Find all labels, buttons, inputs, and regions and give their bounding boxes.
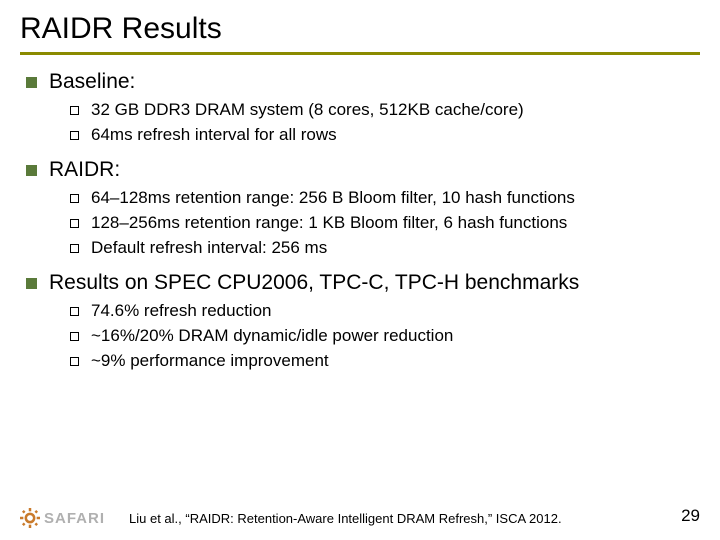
page-number: 29: [681, 506, 700, 526]
bullet-l1: Results on SPEC CPU2006, TPC-C, TPC-H be…: [26, 270, 700, 296]
bullet-l1: Baseline:: [26, 69, 700, 95]
l2-text: 32 GB DDR3 DRAM system (8 cores, 512KB c…: [91, 99, 524, 122]
bullet-l1: RAIDR:: [26, 157, 700, 183]
l2-text: Default refresh interval: 256 ms: [91, 237, 327, 260]
slide-content: Baseline: 32 GB DDR3 DRAM system (8 core…: [20, 69, 700, 373]
l2-text: 128–256ms retention range: 1 KB Bloom fi…: [91, 212, 567, 235]
hollow-square-icon: [70, 332, 79, 341]
hollow-square-icon: [70, 106, 79, 115]
slide: RAIDR Results Baseline: 32 GB DDR3 DRAM …: [0, 0, 720, 540]
l2-text: 74.6% refresh reduction: [91, 300, 272, 323]
citation-text: Liu et al., “RAIDR: Retention-Aware Inte…: [129, 511, 681, 526]
hollow-square-icon: [70, 219, 79, 228]
hollow-square-icon: [70, 194, 79, 203]
logo: SAFARI: [20, 508, 105, 528]
bullet-l2: 64–128ms retention range: 256 B Bloom fi…: [70, 187, 700, 210]
l1-text: Baseline:: [49, 69, 135, 95]
l2-group: 74.6% refresh reduction ~16%/20% DRAM dy…: [70, 300, 700, 373]
l1-text: RAIDR:: [49, 157, 120, 183]
hollow-square-icon: [70, 244, 79, 253]
bullet-l2: Default refresh interval: 256 ms: [70, 237, 700, 260]
square-bullet-icon: [26, 77, 37, 88]
hollow-square-icon: [70, 131, 79, 140]
square-bullet-icon: [26, 165, 37, 176]
slide-footer: SAFARI Liu et al., “RAIDR: Retention-Awa…: [20, 506, 700, 528]
l2-group: 32 GB DDR3 DRAM system (8 cores, 512KB c…: [70, 99, 700, 147]
l2-text: 64ms refresh interval for all rows: [91, 124, 337, 147]
hollow-square-icon: [70, 357, 79, 366]
gear-icon: [20, 508, 40, 528]
bullet-l2: ~16%/20% DRAM dynamic/idle power reducti…: [70, 325, 700, 348]
bullet-l2: 64ms refresh interval for all rows: [70, 124, 700, 147]
bullet-l2: 74.6% refresh reduction: [70, 300, 700, 323]
slide-title: RAIDR Results: [20, 12, 700, 46]
bullet-l2: 32 GB DDR3 DRAM system (8 cores, 512KB c…: [70, 99, 700, 122]
bullet-l2: 128–256ms retention range: 1 KB Bloom fi…: [70, 212, 700, 235]
title-rule: [20, 52, 700, 55]
bullet-l2: ~9% performance improvement: [70, 350, 700, 373]
l2-text: ~16%/20% DRAM dynamic/idle power reducti…: [91, 325, 453, 348]
logo-text: SAFARI: [44, 510, 105, 527]
l2-group: 64–128ms retention range: 256 B Bloom fi…: [70, 187, 700, 260]
l2-text: 64–128ms retention range: 256 B Bloom fi…: [91, 187, 575, 210]
l1-text: Results on SPEC CPU2006, TPC-C, TPC-H be…: [49, 270, 579, 296]
l2-text: ~9% performance improvement: [91, 350, 329, 373]
hollow-square-icon: [70, 307, 79, 316]
square-bullet-icon: [26, 278, 37, 289]
